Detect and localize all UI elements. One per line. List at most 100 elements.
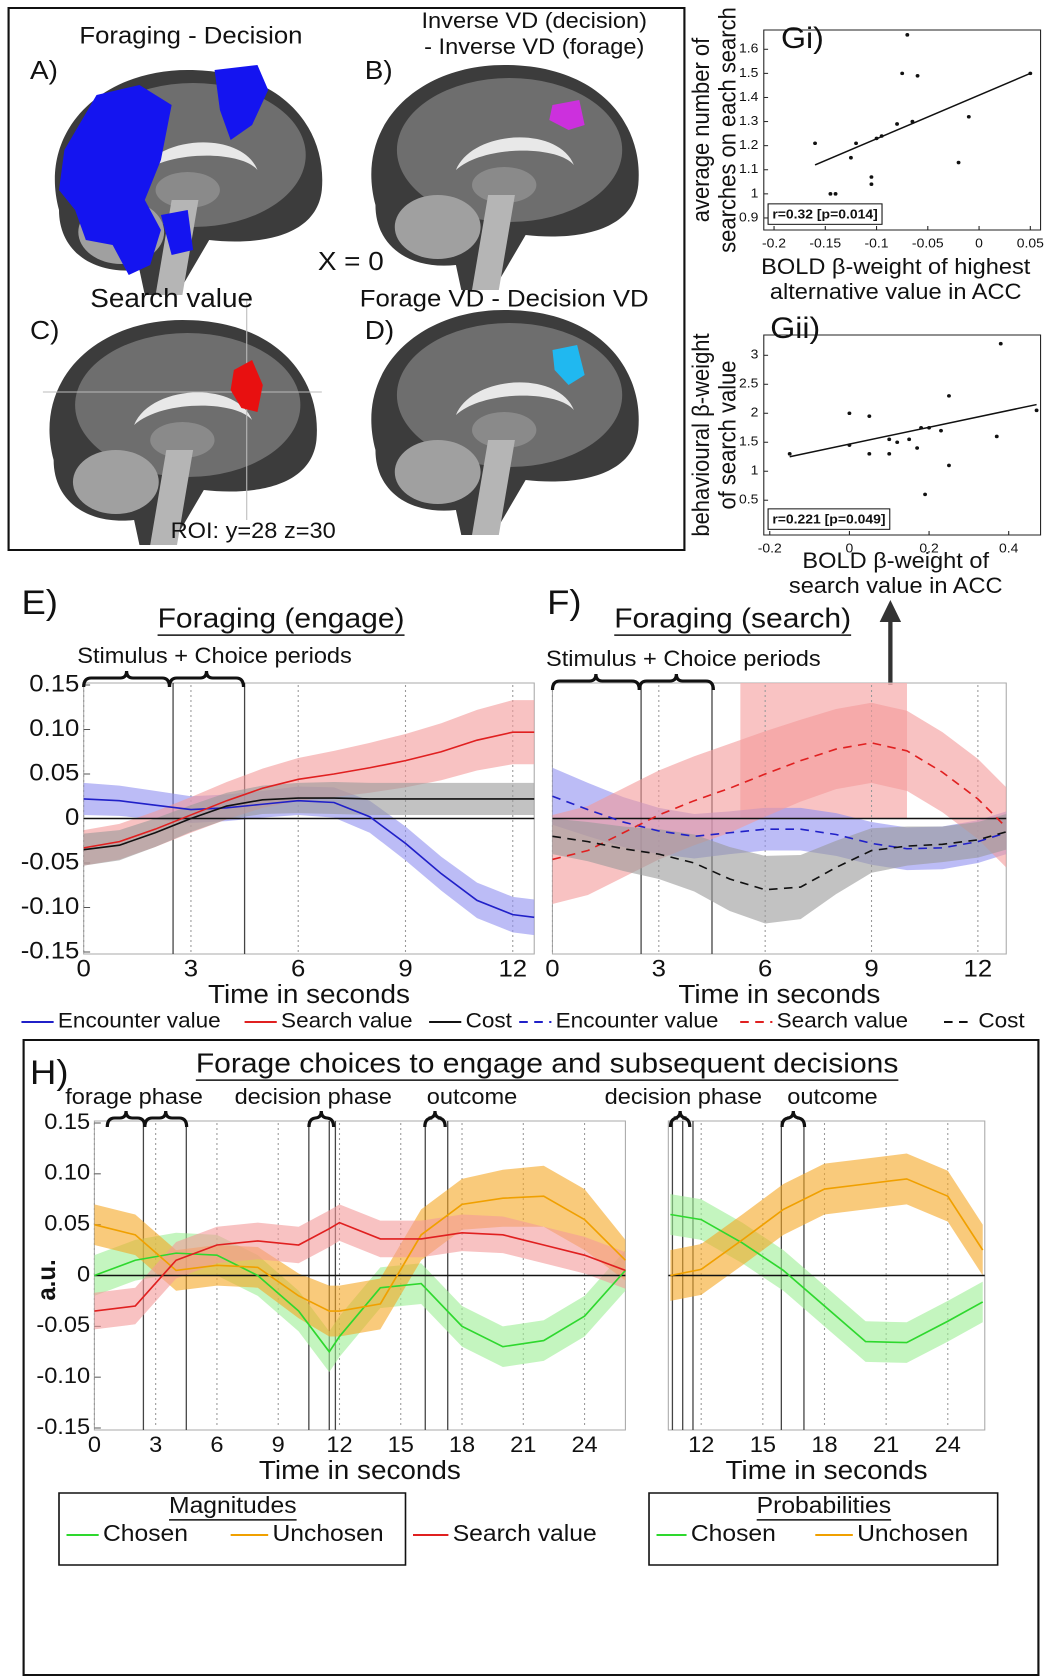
panel-label: E): [21, 584, 57, 622]
cerebellum: [395, 195, 481, 259]
x-tick-label: 24: [571, 1432, 598, 1457]
y-tick-label: 1.5: [739, 65, 758, 79]
period-label: decision phase: [235, 1084, 392, 1109]
y-tick-label: 0.10: [29, 715, 79, 742]
y-tick-label: 0: [65, 804, 79, 831]
data-point: [910, 120, 914, 124]
x-tick-label: 9: [398, 955, 412, 982]
data-point: [999, 342, 1003, 346]
period-brace: [552, 674, 639, 690]
y-tick-label: 0.9: [739, 210, 758, 224]
data-point: [900, 72, 904, 76]
x-tick-label: 21: [510, 1432, 536, 1457]
data-point: [854, 141, 858, 145]
x-tick-label: 15: [388, 1432, 414, 1457]
legend-label: Search value: [453, 1521, 597, 1547]
data-point: [939, 429, 943, 433]
plot-frame: [764, 335, 1041, 535]
x-tick-label: 3: [184, 955, 198, 982]
x-tick-label: 15: [750, 1432, 776, 1457]
data-point: [967, 115, 971, 119]
data-point: [867, 414, 871, 418]
data-point: [907, 438, 911, 442]
slice-label: X = 0: [318, 247, 384, 276]
legend-label: Encounter value: [58, 1008, 221, 1032]
x-axis-label: search value in ACC: [789, 573, 1003, 598]
period-brace: [145, 1111, 187, 1127]
data-point: [880, 134, 884, 138]
period-label: Stimulus + Choice periods: [546, 646, 821, 671]
legend-title: Magnitudes: [169, 1493, 297, 1519]
legend-label: Chosen: [103, 1521, 188, 1547]
y-tick-label: 1.5: [739, 434, 758, 448]
y-axis-label: average number of: [687, 37, 714, 222]
plot-frame: [764, 30, 1041, 230]
data-point: [947, 394, 951, 398]
y-axis-label: a.u.: [32, 1259, 61, 1300]
chart-title: Forage choices to engage and subsequent …: [196, 1048, 899, 1079]
legend-title: Probabilities: [757, 1493, 891, 1519]
data-point: [995, 435, 999, 439]
arrow-head: [880, 600, 901, 622]
period-brace: [107, 1111, 145, 1127]
panel-label: H): [30, 1054, 68, 1092]
data-point: [957, 161, 961, 165]
fit-line: [790, 405, 1037, 457]
data-point: [875, 137, 879, 141]
data-point: [915, 446, 919, 450]
period-brace: [84, 671, 170, 687]
brain-image: [55, 65, 322, 295]
panel-label: Gi): [781, 21, 824, 55]
x-axis-label: Time in seconds: [726, 1456, 928, 1485]
y-tick-label: 1.4: [739, 89, 759, 103]
data-point: [869, 175, 873, 179]
figure: A)B)C)D)Foraging - DecisionInverse VD (d…: [0, 0, 1047, 1680]
brain-image: [43, 300, 322, 545]
period-label: Stimulus + Choice periods: [77, 643, 352, 668]
chart-title: Foraging (search): [614, 603, 851, 634]
period-brace: [639, 674, 713, 690]
x-tick-label: 3: [652, 955, 666, 982]
period-label: outcome: [427, 1084, 517, 1109]
y-tick-label: 1.6: [739, 41, 758, 55]
x-tick-label: 6: [758, 955, 772, 982]
x-tick-label: 0: [545, 955, 559, 982]
data-point: [834, 192, 838, 196]
y-tick-label: 1.3: [739, 113, 758, 127]
brain-image: [371, 310, 638, 535]
y-tick-label: -0.05: [36, 1312, 90, 1337]
fit-line: [815, 73, 1030, 165]
x-tick-label: 0: [975, 236, 983, 250]
x-tick-label: 0.4: [999, 541, 1019, 555]
x-tick-label: 18: [811, 1432, 837, 1457]
cerebellum: [73, 450, 159, 514]
y-tick-label: 2: [751, 405, 759, 419]
panel-title: Foraging - Decision: [79, 22, 302, 49]
stat-annotation: r=0.32 [p=0.014]: [772, 207, 877, 221]
x-tick-label: 12: [964, 955, 993, 982]
brain-image: [371, 65, 638, 290]
x-tick-label: -0.15: [809, 236, 841, 250]
x-axis-label: Time in seconds: [208, 980, 410, 1009]
x-tick-label: 12: [326, 1432, 352, 1457]
period-label: forage phase: [65, 1084, 203, 1109]
y-axis-label: searches on each search: [714, 7, 741, 253]
y-tick-label: -0.15: [36, 1414, 90, 1439]
x-tick-label: 6: [291, 955, 305, 982]
x-tick-label: 6: [210, 1432, 223, 1457]
y-tick-label: 1: [751, 186, 759, 200]
x-tick-label: 24: [935, 1432, 962, 1457]
data-point: [867, 452, 871, 456]
data-point: [847, 411, 851, 415]
y-tick-label: 2.5: [739, 376, 758, 390]
stat-annotation: r=0.221 [p=0.049]: [772, 512, 885, 526]
chart-title: Foraging (engage): [158, 603, 405, 634]
legend-label: Unchosen: [857, 1521, 968, 1547]
x-axis-label: Time in seconds: [678, 980, 880, 1009]
data-point: [849, 156, 853, 160]
data-point: [895, 122, 899, 126]
y-tick-label: 0.05: [44, 1210, 90, 1235]
legend-label: Chosen: [691, 1521, 776, 1547]
x-axis-label: alternative value in ACC: [770, 279, 1022, 304]
data-point: [887, 452, 891, 456]
